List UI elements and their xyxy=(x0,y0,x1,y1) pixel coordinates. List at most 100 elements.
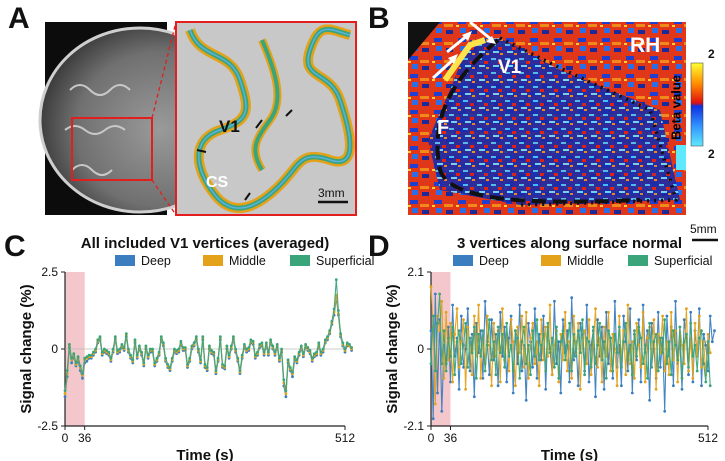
data-point-deep xyxy=(639,380,643,384)
normal-marker-1 xyxy=(255,119,263,129)
beta-map-corner xyxy=(408,22,440,60)
data-point-middle xyxy=(509,318,513,322)
data-point-superficial xyxy=(652,340,656,344)
data-point-deep xyxy=(511,391,515,395)
data-point-middle xyxy=(442,376,446,380)
data-point-middle xyxy=(641,310,645,314)
x-tick-label: 36 xyxy=(444,431,458,445)
data-point-superficial xyxy=(341,341,345,345)
data-point-superficial xyxy=(129,353,133,357)
data-point-superficial xyxy=(164,356,168,360)
data-point-superficial xyxy=(177,347,181,351)
data-point-deep xyxy=(475,321,478,325)
data-point-superficial xyxy=(208,344,211,348)
data-point-middle xyxy=(557,380,561,384)
mri-zoom-frame xyxy=(175,21,357,216)
data-point-middle xyxy=(611,332,615,336)
y-tick-label: -2.5 xyxy=(37,419,58,433)
data-point-middle xyxy=(559,332,563,336)
data-point-superficial xyxy=(466,365,470,369)
data-point-superficial xyxy=(72,352,76,355)
data-point-deep xyxy=(479,329,483,333)
data-point-superficial xyxy=(210,349,214,352)
data-point-superficial xyxy=(85,355,89,359)
data-point-superficial xyxy=(190,344,194,348)
data-point-superficial xyxy=(689,321,693,325)
arrow-2 xyxy=(446,33,469,54)
data-point-superficial xyxy=(109,356,113,360)
data-point-deep xyxy=(682,318,686,322)
data-point-superficial xyxy=(648,321,651,325)
data-point-superficial xyxy=(348,343,351,346)
data-point-middle xyxy=(691,376,695,380)
data-point-superficial xyxy=(570,369,574,373)
data-point-superficial xyxy=(350,346,353,349)
data-point-superficial xyxy=(663,318,667,322)
data-point-deep xyxy=(650,321,654,325)
data-point-superficial xyxy=(643,343,647,347)
data-point-superficial xyxy=(637,325,641,329)
data-point-superficial xyxy=(264,341,268,345)
data-point-middle xyxy=(667,373,671,377)
zoom-line-bottom xyxy=(151,179,177,216)
data-point-superficial xyxy=(628,343,632,347)
data-point-superficial xyxy=(345,341,349,345)
data-point-middle xyxy=(529,336,532,340)
data-point-deep xyxy=(466,307,470,311)
y-axis-label: Signal change (%) xyxy=(384,284,401,413)
data-point-deep xyxy=(561,318,565,322)
data-point-superficial xyxy=(611,369,615,373)
data-point-superficial xyxy=(620,365,623,369)
data-point-superficial xyxy=(440,362,444,366)
data-point-superficial xyxy=(676,358,680,362)
data-point-superficial xyxy=(148,347,152,351)
data-point-superficial xyxy=(63,389,67,392)
data-point-superficial xyxy=(92,350,95,354)
data-point-superficial xyxy=(449,354,452,358)
f-label: F xyxy=(437,117,450,139)
data-point-middle xyxy=(464,387,467,391)
data-point-deep xyxy=(557,340,561,344)
data-point-deep xyxy=(626,369,630,373)
data-point-deep xyxy=(646,329,649,333)
x-axis-label: Time (s) xyxy=(176,447,233,461)
data-point-superficial xyxy=(306,346,310,349)
data-point-superficial xyxy=(630,373,634,377)
data-point-superficial xyxy=(700,329,703,333)
data-point-superficial xyxy=(238,369,242,372)
data-point-superficial xyxy=(531,329,535,333)
data-point-deep xyxy=(527,321,530,325)
data-point-superficial xyxy=(236,356,240,360)
data-point-middle xyxy=(572,314,576,318)
data-point-middle xyxy=(682,362,686,366)
y-tick-label: 2.5 xyxy=(41,265,58,279)
data-point-middle xyxy=(472,314,476,318)
data-point-deep xyxy=(496,384,500,388)
data-point-superficial xyxy=(299,344,303,348)
data-point-superficial xyxy=(221,363,224,366)
beta-map-edge-blob xyxy=(676,145,686,170)
data-point-deep xyxy=(520,369,524,373)
x-axis-label: Time (s) xyxy=(541,447,598,461)
data-point-deep xyxy=(659,365,662,369)
data-point-superficial xyxy=(656,369,660,373)
data-point-superficial xyxy=(76,355,80,359)
series-line-middle xyxy=(64,295,353,394)
colorbar-title: Beta value xyxy=(668,74,684,141)
data-point-deep xyxy=(665,314,669,318)
data-point-superficial xyxy=(332,307,336,311)
data-point-superficial xyxy=(438,292,442,296)
data-point-middle xyxy=(576,321,580,325)
data-point-superficial xyxy=(146,353,150,357)
data-point-superficial xyxy=(275,343,279,346)
data-point-superficial xyxy=(669,373,673,377)
data-point-middle xyxy=(453,332,457,336)
data-point-middle xyxy=(570,376,574,380)
colorbar-top-tick: 2 xyxy=(708,47,715,61)
data-point-middle xyxy=(446,358,450,362)
data-point-middle xyxy=(542,358,545,362)
data-point-superficial xyxy=(118,347,122,351)
data-point-superficial xyxy=(142,361,146,365)
panel-letter-a: A xyxy=(8,2,30,35)
data-point-superficial xyxy=(462,343,465,347)
